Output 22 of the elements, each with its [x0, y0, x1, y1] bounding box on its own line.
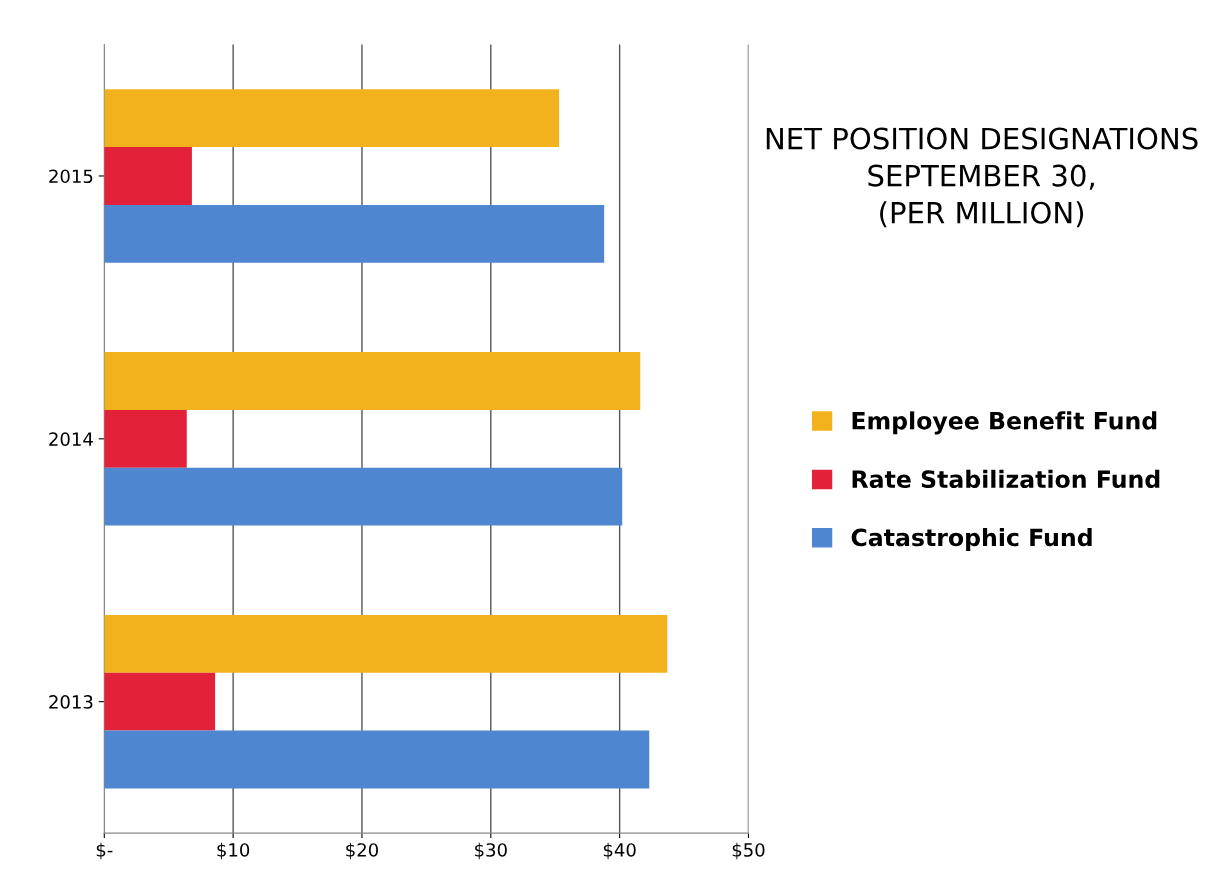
bar — [104, 147, 192, 205]
legend-label: Rate Stabilization Fund — [852, 469, 1160, 489]
bar — [104, 352, 641, 410]
x-tick-label: $10 — [217, 842, 250, 860]
bar — [104, 614, 668, 673]
bar — [104, 467, 623, 526]
x-tick-label: $30 — [475, 842, 507, 860]
y-tick-label: 2015 — [49, 169, 93, 184]
bar — [104, 89, 560, 148]
x-tick-label: $20 — [346, 842, 378, 860]
bar — [104, 730, 650, 789]
x-tick-label: $40 — [603, 842, 636, 860]
bar — [104, 672, 216, 731]
legend-label: Catastrophic Fund — [851, 528, 1092, 551]
x-tick-label: $- — [96, 842, 113, 860]
bar — [104, 204, 605, 263]
y-tick-label: 2014 — [49, 432, 93, 446]
legend-label: Employee Benefit Fund — [852, 411, 1157, 435]
text: NET POSITION DESIGNATIONS SEPTEMBER 30, (PER MILLION) — [766, 127, 1198, 228]
bar — [104, 409, 187, 468]
x-tick-label: $50 — [732, 842, 765, 860]
y-tick-label: 2013 — [49, 695, 93, 709]
